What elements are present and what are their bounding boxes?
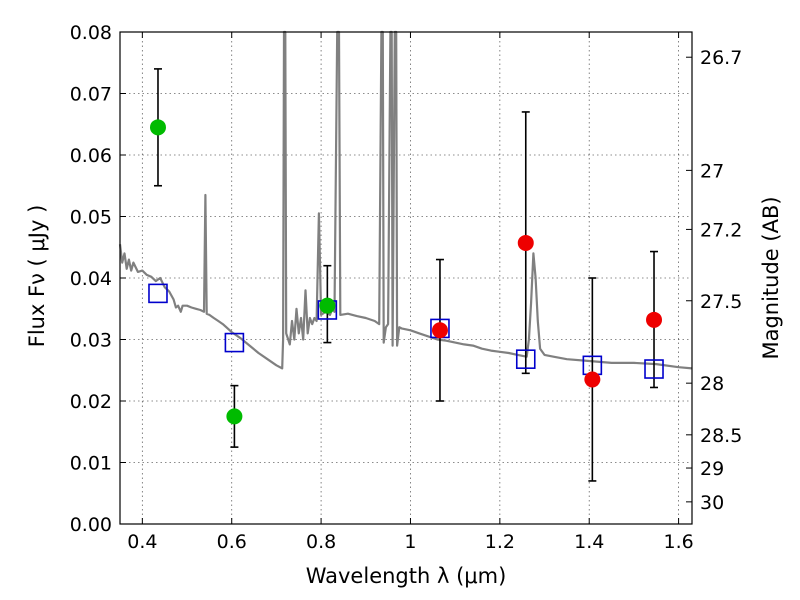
- x-axis-label: Wavelength λ (μm): [306, 564, 507, 588]
- model-flux-square: [515, 349, 536, 369]
- y-tick-label: 0.07: [70, 84, 112, 106]
- model-flux-square: [148, 283, 168, 304]
- y2-tick-label: 27.5: [700, 291, 742, 313]
- observed-flux-point: [149, 119, 166, 136]
- y2-tick-label: 28.5: [700, 425, 742, 447]
- y-tick-label: 0.05: [70, 207, 112, 229]
- model-flux-square: [644, 359, 664, 379]
- x-tick-label: 0.4: [127, 531, 157, 553]
- y-tick-label: 0.04: [70, 268, 112, 290]
- model-spectrum-line: [118, 30, 693, 370]
- markers-layer: [148, 68, 664, 482]
- observed-flux-point: [319, 297, 336, 314]
- y2-tick-label: 29: [700, 458, 724, 480]
- y-tick-label: 0.03: [70, 330, 112, 352]
- y-axis-label: Flux Fν ( μJy ): [25, 205, 49, 348]
- x-tick-label: 0.8: [306, 531, 336, 553]
- y2-tick-label: 28: [700, 373, 724, 395]
- x-tick-label: 1.4: [574, 531, 604, 553]
- observed-flux-point: [584, 371, 601, 388]
- y2-tick-label: 30: [700, 492, 724, 514]
- y2-tick-label: 27: [700, 160, 724, 182]
- observed-flux-point: [226, 408, 243, 425]
- y-tick-label: 0.00: [70, 514, 112, 536]
- x-tick-label: 1.6: [663, 531, 693, 553]
- observed-flux-point: [517, 234, 534, 251]
- y-tick-label: 0.02: [70, 391, 112, 413]
- observed-flux-point: [431, 322, 448, 339]
- y-tick-label: 0.06: [70, 145, 112, 167]
- observed-flux-point: [646, 311, 663, 328]
- x-tick-label: 0.6: [217, 531, 247, 553]
- y2-tick-label: 26.7: [700, 47, 742, 69]
- x-tick-label: 1.2: [485, 531, 515, 553]
- x-tick-label: 1: [404, 531, 416, 553]
- model-spectrum-layer: [118, 30, 693, 370]
- y-tick-label: 0.08: [70, 22, 112, 44]
- y2-tick-label: 27.2: [700, 219, 742, 241]
- y-tick-label: 0.01: [70, 453, 112, 475]
- grid-layer: [120, 31, 692, 525]
- ticks-layer: 0.4 0.6 0.8 1 1.2 1.4 1.6 0.00 0.01 0.02 0.03 0.04 0…: [70, 22, 743, 553]
- y2-axis-label: Magnitude (AB): [759, 196, 783, 359]
- model-flux-square: [224, 332, 245, 353]
